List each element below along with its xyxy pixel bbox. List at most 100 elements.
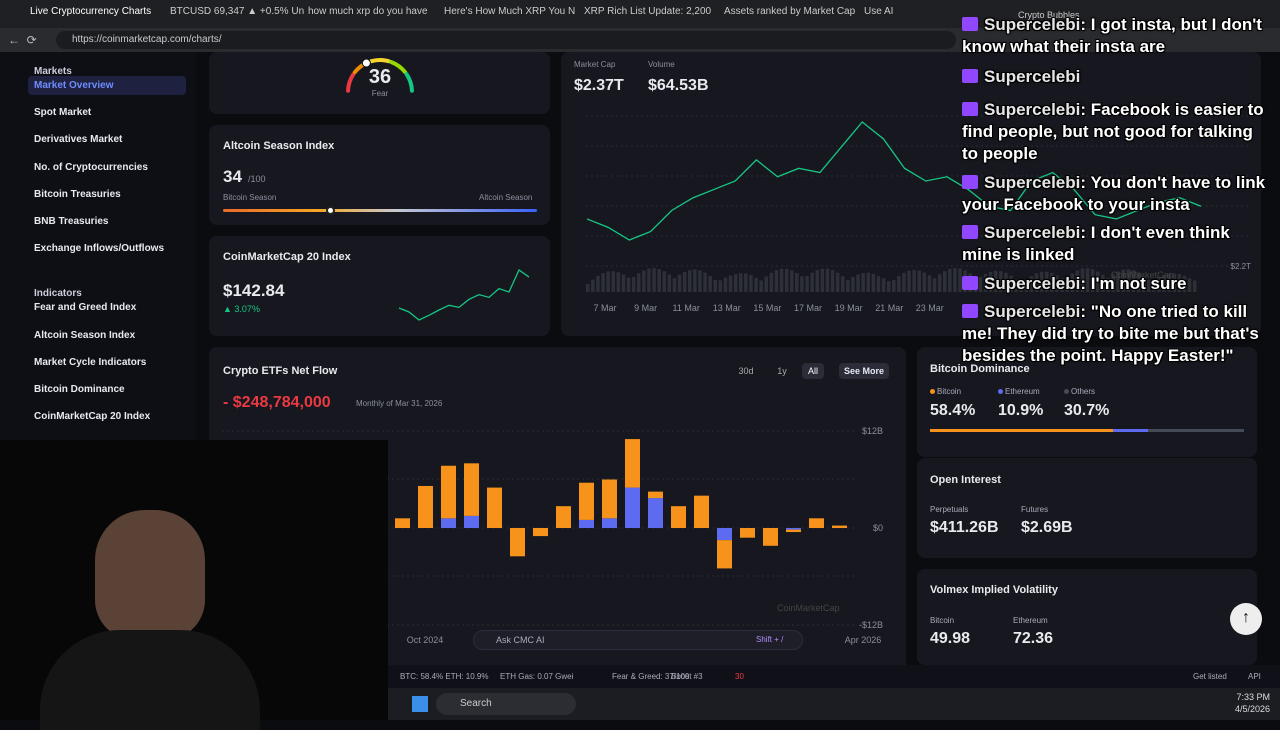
chat-message: Supercelebi: Facebook is easier to find … [962, 100, 1264, 163]
btc-bar [464, 463, 479, 516]
altcoin-bar [223, 206, 537, 215]
volume-bar [988, 271, 993, 292]
url-field[interactable]: https://coinmarketcap.com/charts/ [56, 31, 956, 49]
volume-bar [1024, 279, 1029, 292]
browser-tab[interactable]: XRP Rich List Update: 2,200 [584, 6, 712, 17]
range-button[interactable]: 1y [777, 366, 787, 376]
volume-bar [1111, 274, 1115, 292]
chat-text: I'm not sure [1090, 274, 1187, 293]
volume-bar [876, 276, 881, 292]
volume-bar [815, 270, 819, 292]
volume-bar [662, 271, 666, 292]
clock-date: 4/5/2026 [1234, 704, 1270, 714]
sidebar-item[interactable]: Bitcoin Treasuries [34, 188, 121, 200]
volume-bar [698, 270, 702, 292]
x-tick-label: 11 Mar [673, 303, 700, 313]
dominance-value: 10.9% [998, 402, 1044, 419]
metric-value: 72.36 [1013, 630, 1054, 647]
btc-bar [556, 506, 571, 528]
volume-bar [1157, 276, 1161, 292]
sidebar-item[interactable]: No. of Cryptocurrencies [34, 161, 148, 173]
see-more-button[interactable]: See More [839, 363, 889, 379]
volume-bar [805, 275, 809, 292]
volume-bar [728, 275, 733, 292]
sidebar-section: Indicators [34, 288, 82, 300]
volume-bar [1039, 271, 1044, 292]
chat-text: Facebook is easier to find people, but n… [962, 100, 1264, 163]
metric-label: Ethereum [1013, 616, 1048, 625]
sidebar-item[interactable]: Market Overview [28, 76, 186, 95]
volume-bar [795, 272, 799, 292]
legend-name: Others [1071, 387, 1096, 396]
sidebar-item[interactable]: Derivatives Market [34, 134, 123, 146]
ask-ai[interactable]: Ask CMC AI Shift + / [473, 630, 803, 650]
browser-tab[interactable]: Assets ranked by Market Cap [724, 6, 856, 17]
sidebar-item[interactable]: CoinMarketCap 20 Index [34, 411, 151, 423]
y-tick-label: -$12B [859, 620, 883, 630]
sidebar-item[interactable]: Fear and Greed Index [34, 302, 137, 314]
sidebar-item[interactable]: BNB Treasuries [34, 216, 109, 227]
volume-bar [851, 276, 855, 292]
gauge-arc [389, 59, 408, 75]
x-tick-label: 7 Mar [593, 303, 616, 313]
volume-bar [800, 276, 804, 292]
btc-bar [671, 506, 686, 528]
search-box[interactable]: Search [436, 693, 576, 715]
y-tick-label: $12B [862, 426, 883, 436]
btc-bar [533, 528, 548, 537]
btc-bar [487, 487, 502, 528]
browser-tab[interactable]: Live Cryptocurrency Charts [30, 6, 152, 17]
webcam-person [95, 510, 205, 640]
sidebar-item[interactable]: Altcoin Season Index [34, 329, 136, 341]
volume-bar [830, 270, 835, 292]
chat-message: Supercelebi: I'm not sure [962, 273, 1272, 295]
sidebar-item[interactable]: Spot Market [34, 107, 92, 119]
volume-bar [621, 274, 626, 292]
volume: $64.53B [648, 77, 709, 94]
volume-bar [769, 272, 774, 292]
volume-bar [749, 275, 753, 292]
start-button[interactable] [412, 696, 428, 712]
volume-bar [1147, 279, 1151, 292]
volume-bar [779, 268, 784, 292]
dominance-card: Bitcoin Dominance Bitcoin 58.4% Ethereum 10… [917, 347, 1257, 457]
volume-bar [1004, 272, 1008, 292]
nav-icons[interactable]: ← ⟳ [8, 33, 37, 47]
metric-value: $411.26B [930, 519, 999, 536]
volume-bar [1192, 280, 1197, 292]
card-title: CoinMarketCap 20 Index [223, 251, 351, 263]
volume-bar [586, 284, 590, 292]
range-button[interactable]: All [802, 363, 824, 379]
btc-bar [441, 465, 456, 519]
btc-bar [602, 479, 617, 519]
sidebar-item[interactable]: Bitcoin Dominance [34, 384, 125, 395]
browser-tab[interactable]: Here's How Much XRP You N [444, 6, 576, 17]
chat-user: Supercelebi [984, 274, 1081, 293]
volume-bar [958, 268, 962, 292]
volume-bar [820, 268, 825, 292]
legend-dot [930, 389, 935, 394]
extension[interactable]: Crypto Bubbles [1018, 10, 1080, 20]
metric-label: Bitcoin [930, 616, 955, 625]
volume-bar [835, 272, 840, 292]
volume-bar [601, 273, 605, 292]
range-button[interactable]: 30d [738, 366, 754, 376]
volume-bar [708, 275, 712, 292]
browser-tab[interactable]: how much xrp do you have [308, 6, 428, 17]
volume-bar [616, 272, 621, 292]
browser-tab[interactable]: BTCUSD 69,347 ▲ +0.5% Un [170, 6, 305, 17]
metric-value: $2.69B [1021, 519, 1073, 536]
dominance-value: 58.4% [930, 402, 976, 419]
volume-bar [922, 272, 927, 292]
volume-bar [871, 273, 876, 292]
volume-bar [667, 274, 672, 292]
sidebar-item[interactable]: Market Cycle Indicators [34, 356, 147, 368]
fear-greed-label: Fear [371, 89, 389, 98]
webcam-body [40, 630, 260, 730]
chat-text: I don't even think mine is linked [962, 223, 1230, 264]
sidebar-item[interactable]: Exchange Inflows/Outflows [34, 243, 165, 255]
browser-tab[interactable]: Use AI [864, 6, 894, 17]
volume-bar [892, 280, 896, 292]
eth-bar [786, 528, 801, 530]
scroll-top[interactable]: ↑ [1230, 603, 1262, 635]
